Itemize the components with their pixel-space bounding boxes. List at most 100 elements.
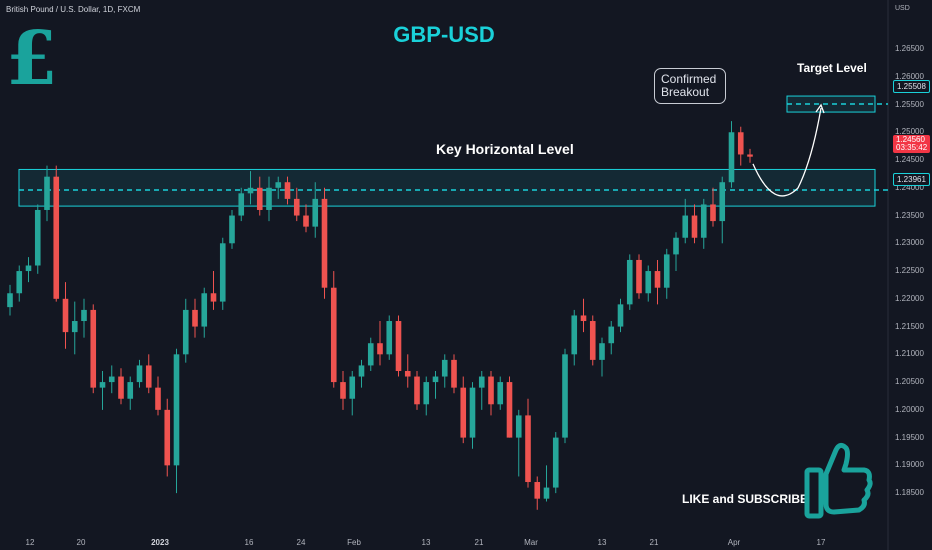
x-tick-label: 24 [296, 538, 306, 547]
candle-body [108, 376, 115, 383]
x-tick-label: 16 [244, 538, 254, 547]
candle-body [552, 437, 559, 488]
candle-body [330, 287, 337, 383]
y-tick-label: 1.20000 [895, 404, 924, 414]
pound-sign-icon: £ [6, 16, 58, 102]
candle-body [673, 237, 679, 255]
target-level-label: Target Level [797, 61, 867, 75]
candle-body [81, 309, 87, 322]
candle-body [404, 370, 411, 377]
candle-body [377, 343, 383, 355]
candle-body [219, 243, 226, 302]
candle-body [238, 193, 245, 216]
candle-body [460, 387, 467, 438]
candle-body [16, 271, 23, 294]
candle-body [608, 326, 615, 344]
y-tick-label: 1.24500 [895, 155, 924, 165]
callout-line-2: Breakout [661, 85, 710, 99]
candle-body [201, 293, 208, 327]
candle-body [118, 376, 124, 399]
callout-line-1: Confirmed [661, 72, 717, 86]
candle-body [312, 198, 319, 227]
candle-body [164, 409, 171, 466]
candle-body [441, 359, 448, 377]
candle-body [256, 187, 263, 210]
candle-body [700, 204, 707, 238]
x-tick-label: 12 [25, 538, 35, 547]
candle-body [303, 215, 309, 227]
candle-body [266, 187, 272, 210]
x-tick-label: Apr [727, 538, 741, 547]
candle-body [617, 304, 624, 327]
x-tick-label: 13 [421, 538, 431, 547]
symbol-label[interactable]: British Pound / U.S. Dollar, 1D, FXCM [6, 5, 141, 14]
y-tick-label: 1.18500 [895, 488, 924, 498]
candle-body [275, 182, 282, 188]
candle-body [192, 309, 198, 327]
candle-body [515, 415, 522, 438]
target-price-tag: 1.25508 [893, 80, 930, 93]
candle-body [44, 176, 50, 210]
y-tick-label: 1.22500 [895, 266, 924, 276]
candle-body [469, 387, 476, 438]
x-tick-label: 20 [76, 538, 86, 547]
candle-body [247, 187, 254, 194]
candle-body [654, 271, 661, 288]
key-level-tag: 1.23961 [893, 173, 930, 186]
thumbs-up-icon [804, 442, 873, 519]
candle-body [488, 376, 494, 405]
candle-body [210, 293, 217, 302]
candle-body [7, 293, 13, 308]
key-level-label: Key Horizontal Level [436, 141, 574, 157]
candle-body [321, 198, 328, 288]
candle-body [525, 415, 531, 483]
candle-body [136, 365, 143, 383]
x-tick-label: 21 [474, 538, 484, 547]
y-tick-label: 1.19500 [895, 432, 924, 442]
candle-body [155, 387, 161, 410]
y-tick-label: 1.19000 [895, 460, 924, 470]
candle-body [710, 204, 716, 222]
y-tick-label: 1.21500 [895, 321, 924, 331]
candle-body [414, 376, 420, 405]
candle-body [127, 382, 134, 399]
candle-body [682, 215, 689, 238]
candle-body [284, 182, 291, 199]
breakout-callout: Confirmed Breakout [654, 68, 726, 104]
candle-body [543, 487, 550, 499]
candle-body [747, 154, 753, 157]
candle-body [599, 343, 605, 360]
x-tick-label: 2023 [151, 538, 169, 547]
last-price-tag: 1.24560 03:35:42 [893, 135, 931, 153]
bar-countdown: 03:35:42 [896, 143, 928, 152]
candle-body [737, 132, 744, 155]
y-tick-label: 1.20500 [895, 377, 924, 387]
candle-body [478, 376, 485, 388]
candle-body [432, 376, 439, 383]
y-tick-label: 1.21000 [895, 349, 924, 359]
candle-body [229, 215, 235, 244]
candle-body [663, 254, 670, 288]
candle-body [728, 132, 735, 183]
chart-title: GBP-USD [393, 22, 495, 47]
candle-body [589, 321, 596, 360]
candle-body [636, 259, 642, 294]
candle-body [34, 209, 41, 266]
x-tick-label: 13 [597, 538, 607, 547]
y-tick-label: 1.25000 [895, 127, 924, 137]
candle-body [497, 382, 504, 405]
candle-body [349, 376, 356, 399]
key-level-zone [18, 168, 876, 207]
candle-body [173, 354, 180, 466]
arrow-head [815, 103, 825, 114]
candle-body [645, 271, 652, 294]
y-tick-label: 1.23500 [895, 210, 924, 220]
candle-body [451, 359, 457, 388]
axis-currency: USD [895, 5, 910, 12]
projection-arrow [752, 107, 822, 197]
y-tick-label: 1.24000 [895, 182, 924, 192]
candle-body [99, 382, 106, 388]
candle-body [25, 265, 32, 272]
candle-body [367, 343, 374, 366]
